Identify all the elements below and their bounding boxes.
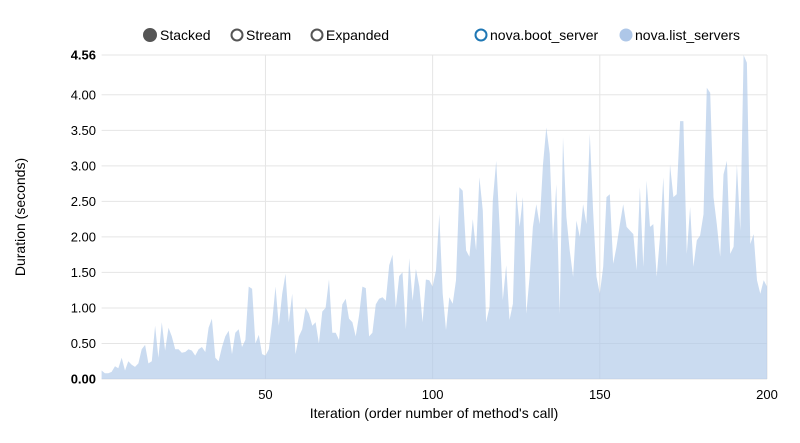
control-label: Expanded xyxy=(326,27,389,43)
y-tick-label: 1.50 xyxy=(71,265,96,280)
y-axis: 0.00 0.50 1.00 1.50 2.00 2.50 3.00 3.50 4.00 4.56 xyxy=(71,48,96,387)
control-label: Stream xyxy=(246,27,291,43)
legend-label: nova.boot_server xyxy=(490,27,599,43)
y-tick-label: 1.00 xyxy=(71,300,96,315)
radio-icon xyxy=(310,28,324,42)
series-legend: nova.boot_server nova.list_servers xyxy=(474,27,741,43)
x-axis: 50 100 150 200 xyxy=(258,387,778,402)
control-stream[interactable]: Stream xyxy=(230,27,292,43)
x-tick-label: 200 xyxy=(756,387,778,402)
y-tick-label: 2.50 xyxy=(71,194,96,209)
control-stacked[interactable]: Stacked xyxy=(143,27,211,43)
y-tick-label: 2.00 xyxy=(71,229,96,244)
x-axis-label: Iteration (order number of method's call… xyxy=(310,405,559,421)
area-nova-list-servers[interactable] xyxy=(101,55,768,379)
y-axis-label: Duration (seconds) xyxy=(12,158,28,276)
y-tick-label: 0.50 xyxy=(71,336,96,351)
controls-legend: Stacked Stream Expanded xyxy=(143,27,390,43)
x-tick-label: 100 xyxy=(422,387,444,402)
y-tick-label: 3.50 xyxy=(71,123,96,138)
y-tick-label: 4.00 xyxy=(71,87,96,102)
y-tick-label: 3.00 xyxy=(71,158,96,173)
control-label: Stacked xyxy=(160,27,211,43)
control-expanded[interactable]: Expanded xyxy=(310,27,390,43)
x-tick-label: 50 xyxy=(258,387,272,402)
legend-item-nova-boot-server[interactable]: nova.boot_server xyxy=(474,27,599,43)
legend-label: nova.list_servers xyxy=(635,27,740,43)
legend-filled-circle-icon xyxy=(619,28,633,42)
y-tick-label: 0.00 xyxy=(71,372,96,387)
y-tick-label: 4.56 xyxy=(71,48,96,63)
radio-selected-icon xyxy=(143,28,157,42)
radio-icon xyxy=(230,28,244,42)
legend-hollow-circle-icon xyxy=(474,28,488,42)
x-tick-label: 150 xyxy=(589,387,611,402)
legend-item-nova-list-servers[interactable]: nova.list_servers xyxy=(619,27,741,43)
